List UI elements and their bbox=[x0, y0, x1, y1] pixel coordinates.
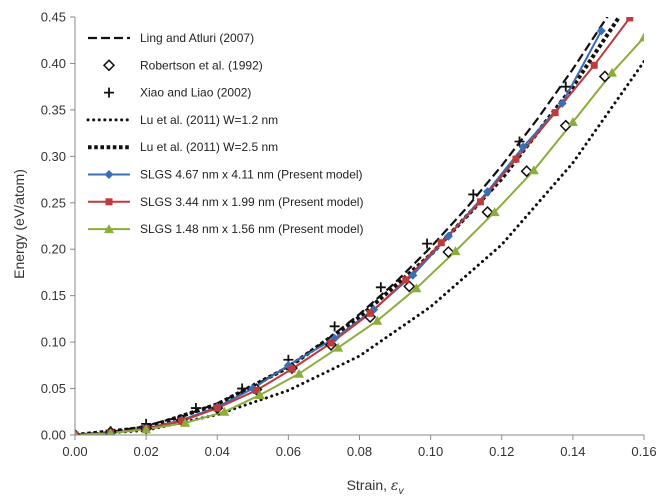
y-tick-label: 0.30 bbox=[41, 149, 66, 164]
legend-label: Robertson et al. (1992) bbox=[140, 58, 263, 72]
series-7-point bbox=[512, 155, 520, 163]
legend-entry: Xiao and Liao (2002) bbox=[104, 86, 251, 100]
y-tick-label: 0.00 bbox=[41, 428, 66, 443]
legend-marker bbox=[102, 59, 116, 72]
series-8-point bbox=[141, 424, 152, 434]
y-tick-label: 0.15 bbox=[41, 288, 66, 303]
series-8-point bbox=[372, 315, 383, 325]
legend-marker bbox=[104, 224, 114, 234]
y-tick-label: 0.05 bbox=[41, 381, 66, 396]
series-6-point bbox=[443, 231, 453, 241]
y-axis-title: Energy (eV/atom) bbox=[11, 169, 27, 279]
axes bbox=[70, 16, 645, 440]
legend-entry: SLGS 1.48 nm x 1.56 nm (Present model) bbox=[88, 222, 363, 236]
legend-marker bbox=[104, 87, 114, 98]
legend-entry: Ling and Atluri (2007) bbox=[88, 31, 254, 45]
series-8-point bbox=[567, 116, 578, 126]
series-7-point bbox=[288, 365, 296, 373]
series-8-point bbox=[333, 342, 344, 352]
legend-marker bbox=[104, 170, 114, 179]
series-3-point bbox=[422, 238, 433, 249]
legend-label: Xiao and Liao (2002) bbox=[140, 86, 251, 100]
x-tick-label: 0.10 bbox=[418, 444, 443, 459]
series-7-point bbox=[178, 417, 186, 425]
series-3-point bbox=[560, 81, 571, 92]
x-tick-label: 0.02 bbox=[133, 444, 158, 459]
series-2-point bbox=[481, 206, 494, 219]
series-7-point bbox=[366, 309, 374, 317]
series-8-point bbox=[180, 417, 191, 427]
legend: Ling and Atluri (2007) Robertson et al. (… bbox=[86, 31, 363, 236]
series-8-point bbox=[411, 283, 422, 293]
y-tick-label: 0.25 bbox=[41, 195, 66, 210]
legend-label: Ling and Atluri (2007) bbox=[140, 31, 254, 45]
series-8-point bbox=[528, 165, 539, 175]
x-tick-label: 0.04 bbox=[205, 444, 230, 459]
y-tick-label: 0.20 bbox=[41, 242, 66, 257]
series-8-point bbox=[639, 32, 644, 42]
legend-entry: SLGS 4.67 nm x 4.11 nm (Present model) bbox=[88, 168, 363, 182]
legend-label: SLGS 1.48 nm x 1.56 nm (Present model) bbox=[140, 222, 363, 236]
series-3-point bbox=[514, 136, 525, 147]
series-8-point bbox=[489, 207, 500, 217]
series-8-point bbox=[294, 368, 305, 378]
series-3-point bbox=[237, 383, 248, 394]
x-tick-label: 0.08 bbox=[347, 444, 372, 459]
x-axis-title: Strain, εv bbox=[347, 477, 405, 496]
y-tick-label: 0.40 bbox=[41, 56, 66, 71]
series-6-point bbox=[483, 187, 493, 197]
legend-entry: Lu et al. (2011) W=2.5 nm bbox=[88, 140, 278, 154]
legend-entry: Lu et al. (2011) W=1.2 nm bbox=[86, 113, 278, 127]
x-tick-label: 0.14 bbox=[560, 444, 585, 459]
plot-markers bbox=[75, 17, 644, 435]
series-7-point bbox=[626, 17, 634, 22]
y-tick-label: 0.45 bbox=[41, 10, 66, 25]
series-3-point bbox=[329, 321, 340, 332]
series-6-point bbox=[518, 142, 528, 152]
series-8-point bbox=[606, 67, 617, 77]
y-tick-label: 0.10 bbox=[41, 335, 66, 350]
series-7-point bbox=[327, 339, 335, 347]
legend-marker bbox=[105, 198, 113, 206]
x-tick-label: 0.12 bbox=[489, 444, 514, 459]
series-8-point bbox=[219, 406, 230, 416]
y-tick-label: 0.35 bbox=[41, 102, 66, 117]
series-8-line bbox=[75, 36, 644, 435]
series-7-point bbox=[402, 276, 410, 284]
series-8-point bbox=[106, 428, 115, 435]
x-tick-label: 0.16 bbox=[631, 444, 656, 459]
series-7-point bbox=[252, 386, 260, 394]
series-6-point bbox=[596, 26, 606, 36]
y-tick-labels: 0.00 0.05 0.10 0.15 0.20 0.25 0.30 0.35 0.40 0.45 bbox=[41, 10, 66, 443]
series-3-point bbox=[375, 282, 386, 293]
series-7-point bbox=[476, 198, 484, 206]
series-7-point bbox=[551, 109, 559, 117]
series-8-point bbox=[254, 390, 265, 400]
series-8-point bbox=[450, 246, 461, 256]
legend-entry: Robertson et al. (1992) bbox=[102, 58, 263, 72]
x-tick-label: 0.06 bbox=[276, 444, 301, 459]
legend-entry: SLGS 3.44 nm x 1.99 nm (Present model) bbox=[88, 195, 363, 209]
series-2-point bbox=[403, 280, 416, 293]
series-6-point bbox=[557, 98, 567, 108]
legend-label: SLGS 3.44 nm x 1.99 nm (Present model) bbox=[140, 195, 363, 209]
legend-label: SLGS 4.67 nm x 4.11 nm (Present model) bbox=[140, 168, 363, 182]
series-7-point bbox=[213, 404, 221, 412]
legend-label: Lu et al. (2011) W=1.2 nm bbox=[140, 113, 278, 127]
legend-label: Lu et al. (2011) W=2.5 nm bbox=[140, 140, 278, 154]
x-tick-label: 0.00 bbox=[62, 444, 87, 459]
series-7-point bbox=[437, 239, 445, 247]
series-6-point bbox=[408, 270, 418, 280]
series-8-point bbox=[75, 430, 78, 435]
x-tick-labels: 0.00 0.02 0.04 0.06 0.08 0.10 0.12 0.14 0.16 bbox=[62, 444, 656, 459]
series-7-point bbox=[590, 61, 598, 69]
series-3-point bbox=[468, 189, 479, 200]
series-7-line bbox=[75, 17, 631, 435]
series-3-point bbox=[190, 403, 201, 414]
